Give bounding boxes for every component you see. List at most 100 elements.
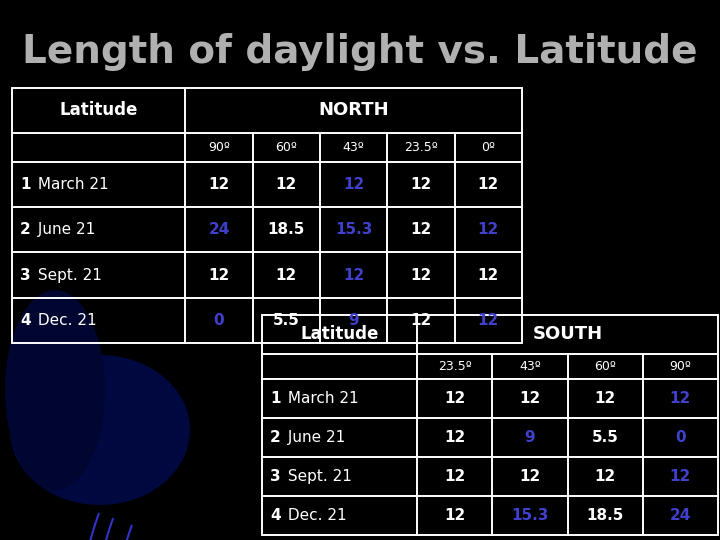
Bar <box>455 133 522 162</box>
Bar <box>455 253 522 298</box>
Text: 90º: 90º <box>670 360 691 373</box>
Text: 24: 24 <box>670 508 691 523</box>
Text: 18.5: 18.5 <box>268 222 305 238</box>
Text: 12: 12 <box>410 222 432 238</box>
Bar <box>253 162 320 207</box>
Text: 23.5º: 23.5º <box>404 141 438 154</box>
Text: 24: 24 <box>208 222 230 238</box>
Text: Length of daylight vs. Latitude: Length of daylight vs. Latitude <box>22 33 698 71</box>
Bar <box>253 207 320 253</box>
Text: 43º: 43º <box>519 360 541 373</box>
Bar <box>253 298 320 343</box>
Text: 5.5: 5.5 <box>592 430 618 445</box>
Bar <box>492 457 567 496</box>
Text: 43º: 43º <box>343 141 364 154</box>
Text: Latitude: Latitude <box>300 325 379 343</box>
Text: 12: 12 <box>595 391 616 406</box>
Bar <box>12 133 186 162</box>
Bar <box>492 379 567 418</box>
Bar <box>643 418 718 457</box>
Bar <box>492 418 567 457</box>
Text: 12: 12 <box>444 508 465 523</box>
Bar <box>262 354 417 379</box>
Text: 0: 0 <box>675 430 685 445</box>
Text: Sept. 21: Sept. 21 <box>33 268 102 282</box>
Text: 0: 0 <box>214 313 225 328</box>
Bar <box>567 418 643 457</box>
Bar <box>320 298 387 343</box>
Bar <box>417 354 492 379</box>
Bar <box>262 418 417 457</box>
Bar <box>253 133 320 162</box>
Text: 12: 12 <box>208 268 230 282</box>
Text: 90º: 90º <box>208 141 230 154</box>
Bar <box>262 315 417 354</box>
Text: Dec. 21: Dec. 21 <box>283 508 346 523</box>
Bar <box>12 162 186 207</box>
Bar <box>12 253 186 298</box>
Text: 9: 9 <box>525 430 535 445</box>
Text: 12: 12 <box>444 391 465 406</box>
Bar <box>12 88 522 343</box>
Text: 12: 12 <box>444 469 465 484</box>
Bar <box>12 207 186 253</box>
Text: 23.5º: 23.5º <box>438 360 472 373</box>
Bar <box>186 207 253 253</box>
Text: 4: 4 <box>270 508 281 523</box>
Text: 15.3: 15.3 <box>511 508 549 523</box>
Text: 12: 12 <box>276 268 297 282</box>
Text: 1: 1 <box>270 391 281 406</box>
Bar <box>455 162 522 207</box>
Bar <box>417 496 492 535</box>
Ellipse shape <box>5 290 105 490</box>
Text: NORTH: NORTH <box>318 102 389 119</box>
Text: June 21: June 21 <box>33 222 95 238</box>
Bar <box>387 162 455 207</box>
Text: 12: 12 <box>343 177 364 192</box>
Bar <box>417 457 492 496</box>
Bar <box>387 133 455 162</box>
Text: 18.5: 18.5 <box>587 508 624 523</box>
Text: 12: 12 <box>276 177 297 192</box>
Text: 15.3: 15.3 <box>335 222 372 238</box>
Text: 12: 12 <box>519 469 541 484</box>
Bar <box>262 496 417 535</box>
Bar <box>186 133 253 162</box>
Bar <box>567 457 643 496</box>
Bar <box>320 162 387 207</box>
Text: 60º: 60º <box>276 141 297 154</box>
Bar <box>492 354 567 379</box>
Text: Sept. 21: Sept. 21 <box>283 469 352 484</box>
Bar <box>417 315 718 354</box>
Text: 12: 12 <box>477 268 499 282</box>
Text: 12: 12 <box>595 469 616 484</box>
Text: Latitude: Latitude <box>60 102 138 119</box>
Text: June 21: June 21 <box>283 430 346 445</box>
Bar <box>387 298 455 343</box>
Bar <box>567 379 643 418</box>
Text: March 21: March 21 <box>33 177 109 192</box>
Bar <box>643 496 718 535</box>
Bar <box>320 133 387 162</box>
Text: 12: 12 <box>444 430 465 445</box>
Text: 2: 2 <box>270 430 281 445</box>
Bar <box>12 88 186 133</box>
Bar <box>186 298 253 343</box>
Bar <box>186 88 522 133</box>
Bar <box>320 253 387 298</box>
Bar <box>643 379 718 418</box>
Bar <box>643 457 718 496</box>
Bar <box>253 253 320 298</box>
Text: 5.5: 5.5 <box>273 313 300 328</box>
Text: March 21: March 21 <box>283 391 359 406</box>
Bar <box>387 207 455 253</box>
Bar <box>417 418 492 457</box>
Bar <box>262 315 718 535</box>
Text: 3: 3 <box>270 469 281 484</box>
Ellipse shape <box>10 355 190 505</box>
Text: 12: 12 <box>410 268 432 282</box>
Bar <box>455 298 522 343</box>
Text: Dec. 21: Dec. 21 <box>33 313 96 328</box>
Text: 12: 12 <box>410 313 432 328</box>
Text: 12: 12 <box>477 222 499 238</box>
